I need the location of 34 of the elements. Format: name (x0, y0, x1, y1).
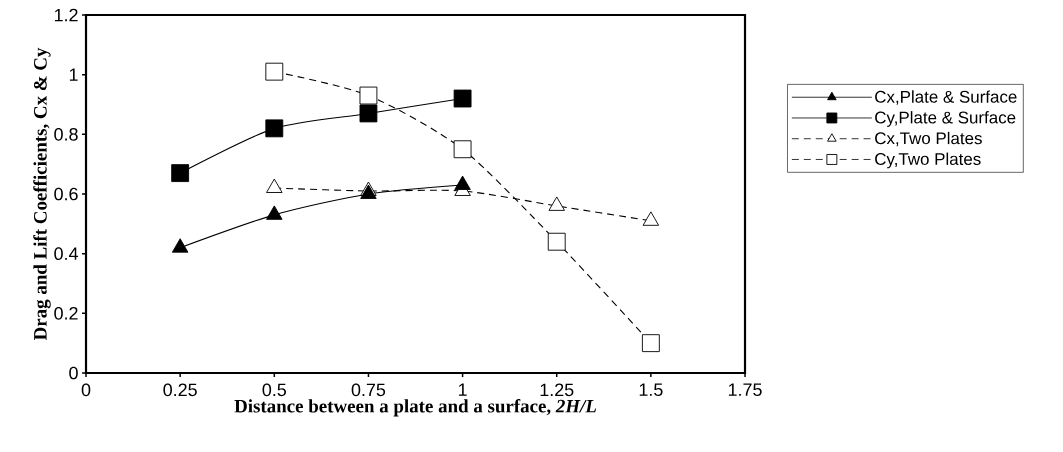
point (453, 89, 472, 108)
x-tick-label: 0.5 (262, 383, 287, 397)
y-tick-label: 1.2 (54, 8, 78, 22)
x-axis-title: Distance between a plate and a surface, 2H/L (234, 399, 597, 417)
legend-label: Cy,Two Plates (875, 152, 981, 169)
y-tick-label: 0.6 (54, 187, 78, 201)
point (266, 205, 283, 220)
y-tick-label: 0.4 (54, 247, 78, 260)
point (265, 119, 284, 138)
point (642, 211, 660, 226)
point (359, 86, 378, 105)
y-tick-label: 0.2 (54, 306, 78, 320)
x-tick-label: 0 (81, 383, 91, 397)
y-tick-label: 0 (69, 366, 78, 380)
point (548, 196, 565, 211)
point (454, 175, 471, 190)
legend-label: Cy,Plate & Surface (875, 111, 1016, 127)
legend-label: Cx,Plate & Surface (875, 90, 1017, 105)
point (453, 140, 472, 159)
point (359, 104, 378, 123)
y-axis-title: Drag and Lift Coefficients, Cx & Cy (33, 47, 51, 341)
point (171, 238, 189, 253)
legend-label: Cx,Two Plates (875, 131, 982, 147)
point (266, 178, 283, 193)
y-tick-label: 1 (69, 68, 78, 81)
x-tick-label: 1.25 (540, 383, 574, 397)
x-tick-label: 0.25 (163, 383, 197, 397)
x-tick-label: 1 (458, 383, 467, 396)
x-tick-label: 1.5 (639, 383, 663, 396)
point (265, 62, 284, 81)
x-tick-label: 1.75 (728, 383, 762, 396)
y-tick-label: 0.8 (54, 127, 78, 141)
x-tick-label: 0.75 (351, 383, 386, 397)
point (171, 164, 190, 183)
